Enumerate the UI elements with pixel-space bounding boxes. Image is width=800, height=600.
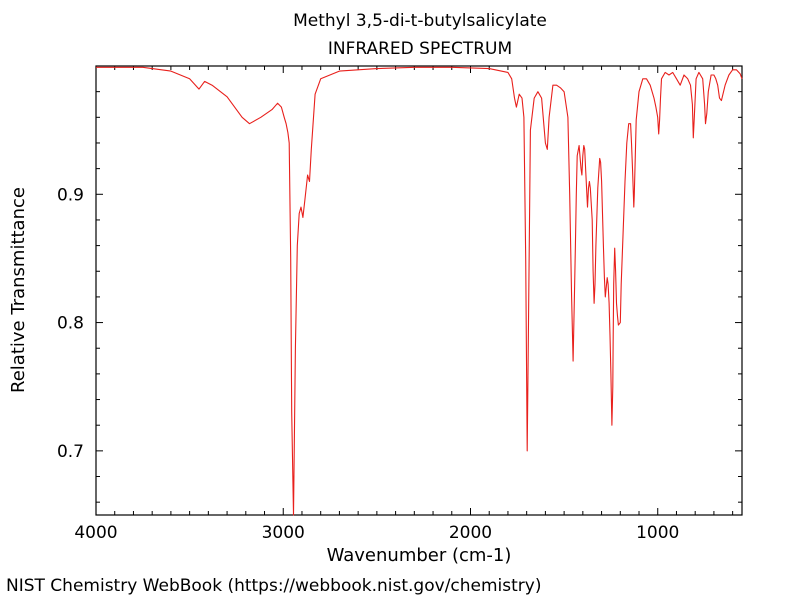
x-axis-label: Wavenumber (cm-1): [327, 545, 512, 566]
x-tick-label: 1000: [636, 523, 679, 543]
chart-subtitle: INFRARED SPECTRUM: [327, 39, 513, 59]
y-tick-label: 0.8: [57, 314, 84, 334]
spectrum-line: [96, 66, 743, 516]
y-axis-label: Relative Transmittance: [8, 187, 29, 393]
x-tick-label: 4000: [74, 523, 117, 543]
plot-frame: [95, 65, 743, 516]
y-tick-label: 0.9: [57, 185, 84, 205]
source-footer: NIST Chemistry WebBook (https://webbook.…: [6, 576, 542, 596]
chart-title: Methyl 3,5-di-t-butylsalicylate: [293, 11, 547, 31]
y-tick-label: 0.7: [57, 442, 84, 462]
x-tick-label: 2000: [449, 523, 492, 543]
x-tick-label: 3000: [262, 523, 305, 543]
